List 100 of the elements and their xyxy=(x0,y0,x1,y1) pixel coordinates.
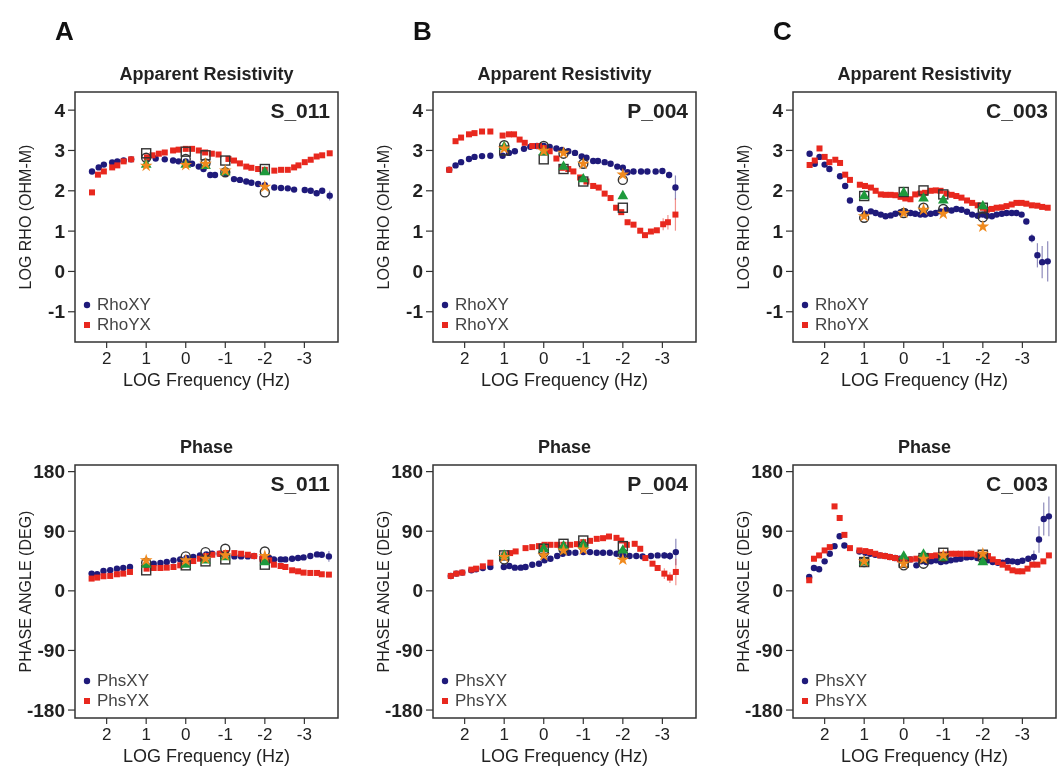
x-tick-label: 1 xyxy=(499,725,509,744)
legend-label: RhoYX xyxy=(815,315,869,334)
y-tick-label: -1 xyxy=(766,301,784,323)
x-tick-label: -1 xyxy=(575,349,591,368)
chart-title: Phase xyxy=(537,437,592,457)
x-tick-label: -3 xyxy=(654,725,670,744)
x-tick-label: -1 xyxy=(575,725,591,744)
legend-label: PhsXY xyxy=(455,671,507,690)
annotation: C_003 xyxy=(986,472,1048,495)
y-tick-label: 0 xyxy=(772,580,783,602)
y-tick-label: 90 xyxy=(761,520,783,542)
x-tick-label: 2 xyxy=(459,349,470,368)
x-tick-label: 1 xyxy=(141,349,151,368)
y-tick-label: 0 xyxy=(412,580,423,602)
y-tick-label: 4 xyxy=(54,99,66,121)
legend-label: RhoXY xyxy=(455,295,509,314)
x-tick-label: 2 xyxy=(101,349,112,368)
y-tick-label: -180 xyxy=(384,699,423,721)
x-tick-label: 1 xyxy=(141,725,151,744)
y-tick-label: 0 xyxy=(412,261,423,283)
x-tick-label: 0 xyxy=(899,349,909,368)
x-tick-label: 0 xyxy=(181,725,191,744)
y-tick-label: 3 xyxy=(412,140,423,162)
x-tick-label: -3 xyxy=(654,349,670,368)
x-tick-label: 0 xyxy=(899,725,909,744)
y-tick-label: 2 xyxy=(412,180,423,202)
y-tick-label: -180 xyxy=(26,699,65,721)
annotation: C_003 xyxy=(986,99,1048,122)
text: C xyxy=(773,16,792,46)
legend-label: PhsYX xyxy=(815,691,867,710)
legend-label: PhsXY xyxy=(815,671,867,690)
x-axis-title: LOG Frequency (Hz) xyxy=(840,370,1009,390)
y-tick-label: 90 xyxy=(43,520,65,542)
y-axis-title: PHASE ANGLE (DEG) xyxy=(735,510,752,673)
y-tick-label: -90 xyxy=(395,640,423,662)
legend-label: RhoYX xyxy=(455,315,509,334)
y-tick-label: 4 xyxy=(772,99,784,121)
legend-label: RhoXY xyxy=(97,295,151,314)
x-tick-label: 0 xyxy=(539,349,549,368)
x-axis-title: LOG Frequency (Hz) xyxy=(122,370,291,390)
y-tick-label: -180 xyxy=(744,699,783,721)
x-axis-title: LOG Frequency (Hz) xyxy=(480,746,649,766)
chart-title: Phase xyxy=(179,437,234,457)
x-tick-label: -2 xyxy=(615,349,631,368)
y-tick-label: -1 xyxy=(48,301,66,323)
x-tick-label: -1 xyxy=(217,349,233,368)
x-tick-label: 0 xyxy=(181,349,191,368)
x-axis-title: LOG Frequency (Hz) xyxy=(480,370,649,390)
x-tick-label: -3 xyxy=(296,349,312,368)
y-axis-title: PHASE ANGLE (DEG) xyxy=(375,510,392,673)
legend-label: PhsXY xyxy=(97,671,149,690)
x-tick-label: -2 xyxy=(975,725,991,744)
text: B xyxy=(413,16,432,46)
y-tick-label: 180 xyxy=(391,461,423,483)
chart-title: Phase xyxy=(897,437,952,457)
annotation: S_011 xyxy=(270,472,331,495)
x-tick-label: -3 xyxy=(1014,349,1030,368)
y-tick-label: -90 xyxy=(37,640,65,662)
y-tick-label: 1 xyxy=(54,220,66,242)
y-axis-title: LOG RHO (OHM-M) xyxy=(735,144,752,290)
y-tick-label: -1 xyxy=(406,301,424,323)
y-axis-title: LOG RHO (OHM-M) xyxy=(17,144,34,290)
y-tick-label: 2 xyxy=(772,180,783,202)
y-axis-title: LOG RHO (OHM-M) xyxy=(375,144,392,290)
x-tick-label: 1 xyxy=(859,725,869,744)
chart-title: Apparent Resistivity xyxy=(837,64,1012,84)
x-tick-label: -3 xyxy=(296,725,312,744)
y-tick-label: 1 xyxy=(412,220,424,242)
x-tick-label: -2 xyxy=(615,725,631,744)
annotation: S_011 xyxy=(270,99,331,122)
x-tick-label: 2 xyxy=(101,725,112,744)
x-tick-label: -2 xyxy=(257,725,273,744)
x-tick-label: 1 xyxy=(499,349,509,368)
x-tick-label: 0 xyxy=(539,725,549,744)
y-tick-label: 4 xyxy=(412,99,424,121)
chart-title: Apparent Resistivity xyxy=(477,64,652,84)
y-tick-label: 1 xyxy=(772,220,784,242)
x-tick-label: 2 xyxy=(819,349,830,368)
x-tick-label: -3 xyxy=(1014,725,1030,744)
y-tick-label: 0 xyxy=(54,580,65,602)
legend-label: PhsYX xyxy=(97,691,149,710)
x-tick-label: -2 xyxy=(975,349,991,368)
y-tick-label: -90 xyxy=(755,640,783,662)
chart-title: Apparent Resistivity xyxy=(119,64,294,84)
x-tick-label: -2 xyxy=(257,349,273,368)
x-tick-label: 2 xyxy=(459,725,470,744)
y-axis-title: PHASE ANGLE (DEG) xyxy=(17,510,34,673)
y-tick-label: 90 xyxy=(401,520,423,542)
x-tick-label: -1 xyxy=(217,725,233,744)
y-tick-label: 180 xyxy=(33,461,65,483)
legend-label: RhoXY xyxy=(815,295,869,314)
annotation: P_004 xyxy=(627,99,689,122)
x-tick-label: 2 xyxy=(819,725,830,744)
x-tick-label: -1 xyxy=(935,725,951,744)
x-tick-label: -1 xyxy=(935,349,951,368)
x-axis-title: LOG Frequency (Hz) xyxy=(122,746,291,766)
y-tick-label: 2 xyxy=(54,180,65,202)
legend-label: PhsYX xyxy=(455,691,507,710)
y-tick-label: 180 xyxy=(751,461,783,483)
annotation: P_004 xyxy=(627,472,689,495)
